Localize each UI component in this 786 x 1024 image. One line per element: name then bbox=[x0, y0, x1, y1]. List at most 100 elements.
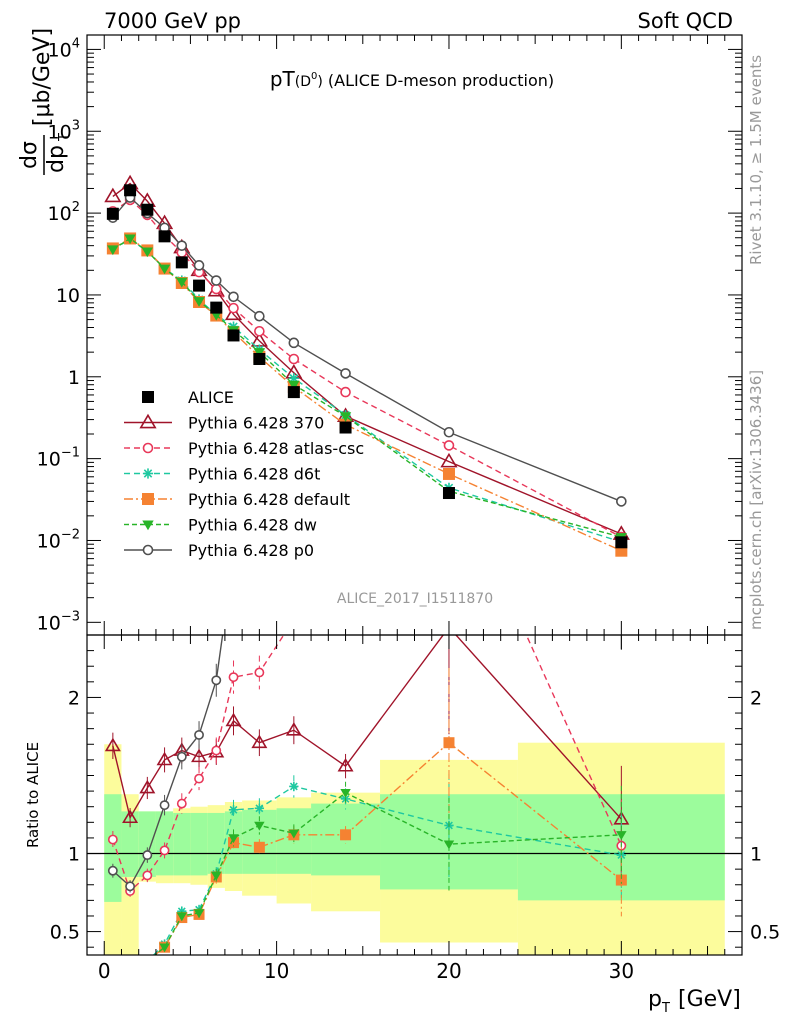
point-default bbox=[442, 467, 455, 480]
ratio-point-dw bbox=[288, 829, 300, 839]
ratio-point-p0 bbox=[341, 287, 349, 295]
ratio-point-p0 bbox=[445, 147, 453, 155]
ratio-point-atlas bbox=[176, 798, 187, 809]
ratio-point-d6t bbox=[289, 781, 299, 792]
ratio-point-default bbox=[443, 737, 455, 749]
star-stroke bbox=[255, 804, 264, 813]
y-tick-label: 10−2 bbox=[37, 527, 80, 552]
ratio-point-p370 bbox=[285, 722, 302, 736]
legend-label-p370: Pythia 6.428 370 bbox=[188, 414, 324, 433]
ratio-point-p370 bbox=[156, 751, 173, 766]
data-point-alice bbox=[175, 256, 188, 269]
ratio-y-tick-label: 0.5 bbox=[50, 922, 80, 944]
ratio-point-atlas bbox=[194, 773, 204, 784]
svg-text:T: T bbox=[57, 133, 72, 142]
ratio-point-atlas bbox=[211, 745, 222, 756]
x-tick-label: 20 bbox=[436, 959, 461, 983]
star-stroke bbox=[144, 958, 151, 965]
ratio-y-tick-label-right: 2 bbox=[750, 687, 762, 709]
ratio-point-p0 bbox=[176, 751, 187, 762]
star-stroke bbox=[144, 958, 151, 965]
ratio-point-d6t bbox=[254, 803, 265, 813]
ratio-point-dw bbox=[176, 912, 188, 922]
point-p0 bbox=[288, 337, 300, 349]
ratio-y-axis-label: Ratio to ALICE bbox=[24, 742, 42, 848]
ratio-point-default bbox=[125, 965, 136, 976]
ratio-point-dw bbox=[443, 840, 455, 850]
point-atlas bbox=[254, 325, 265, 337]
point-dw bbox=[107, 245, 119, 256]
band-inner-bin bbox=[190, 812, 208, 876]
legend-marker-atlas bbox=[142, 442, 154, 454]
ratio-point-atlas bbox=[290, 615, 298, 623]
band-inner-bin bbox=[138, 811, 156, 877]
point-p370 bbox=[104, 187, 122, 203]
point-p370 bbox=[224, 305, 243, 321]
point-dw bbox=[124, 234, 136, 245]
ratio-point-p370 bbox=[104, 737, 121, 752]
point-p0 bbox=[443, 426, 455, 438]
data-point-alice bbox=[287, 386, 300, 399]
ratio-point-d6t bbox=[228, 805, 239, 815]
ratio-point-dw bbox=[340, 789, 351, 798]
legend-label-atlas: Pythia 6.428 atlas-csc bbox=[188, 439, 364, 458]
point-p0 bbox=[176, 240, 188, 251]
ratio-point-p370 bbox=[139, 779, 156, 794]
ratio-point-dw bbox=[211, 871, 222, 881]
legend-marker-alice bbox=[142, 391, 154, 403]
ratio-point-d6t bbox=[125, 966, 134, 975]
point-p0 bbox=[340, 368, 351, 379]
point-p370 bbox=[440, 452, 458, 468]
ratio-point-p0 bbox=[211, 675, 222, 686]
y-tick-label: 1 bbox=[68, 367, 80, 389]
star-stroke bbox=[229, 805, 238, 814]
star-stroke bbox=[143, 469, 153, 478]
x-axis-label: p T [GeV] bbox=[648, 987, 741, 1016]
ratio-point-p0 bbox=[142, 850, 153, 861]
x-tick-label: 30 bbox=[609, 959, 634, 983]
y-tick-label: 10 bbox=[56, 285, 80, 307]
svg-text:[μb/GeV]: [μb/GeV] bbox=[30, 28, 55, 126]
point-dw bbox=[141, 247, 154, 258]
point-atlas bbox=[228, 302, 239, 314]
ratio-point-default bbox=[253, 841, 265, 853]
y-tick-label: 10−3 bbox=[37, 609, 80, 634]
ratio-point-p370 bbox=[337, 757, 354, 772]
data-point-alice bbox=[227, 329, 240, 342]
ratio-point-p0 bbox=[194, 729, 204, 740]
svg-text:p: p bbox=[648, 987, 662, 1012]
energy-label: 7000 GeV pp bbox=[104, 9, 241, 33]
data-point-alice bbox=[106, 207, 119, 220]
ratio-point-dw bbox=[616, 831, 627, 841]
ratio-point-p370 bbox=[191, 748, 208, 763]
data-point-alice bbox=[193, 279, 206, 292]
point-atlas bbox=[288, 353, 300, 365]
star-stroke bbox=[127, 967, 134, 974]
point-dw bbox=[176, 277, 188, 288]
y-tick-label: 10−1 bbox=[37, 446, 80, 471]
ratio-point-atlas bbox=[228, 672, 239, 683]
ratio-point-p370 bbox=[225, 712, 242, 727]
ratio-point-atlas bbox=[107, 834, 118, 845]
svg-text:[GeV]: [GeV] bbox=[678, 987, 741, 1012]
ratio-y-tick-label-right: 0.5 bbox=[750, 922, 780, 944]
point-atlas bbox=[443, 440, 455, 451]
ratio-point-p0 bbox=[159, 800, 170, 811]
point-p0 bbox=[254, 310, 265, 322]
series-line-atlas bbox=[112, 199, 622, 538]
ratio-point-p370 bbox=[251, 734, 268, 749]
data-point-alice bbox=[339, 421, 352, 434]
ratio-point-default bbox=[142, 956, 153, 967]
point-dw bbox=[193, 297, 205, 307]
data-point-alice bbox=[442, 487, 455, 500]
x-tick-label: 0 bbox=[98, 959, 111, 983]
y-tick-label: 102 bbox=[48, 200, 80, 225]
main-y-axis-label: dσ dp T [μb/GeV] bbox=[17, 28, 72, 175]
point-p0 bbox=[228, 291, 239, 303]
band-inner-bin bbox=[207, 812, 225, 874]
ratio-point-p0 bbox=[125, 881, 136, 892]
legend-marker-default bbox=[142, 493, 154, 505]
point-dw bbox=[158, 264, 171, 275]
legend-label-alice: ALICE bbox=[188, 388, 234, 407]
